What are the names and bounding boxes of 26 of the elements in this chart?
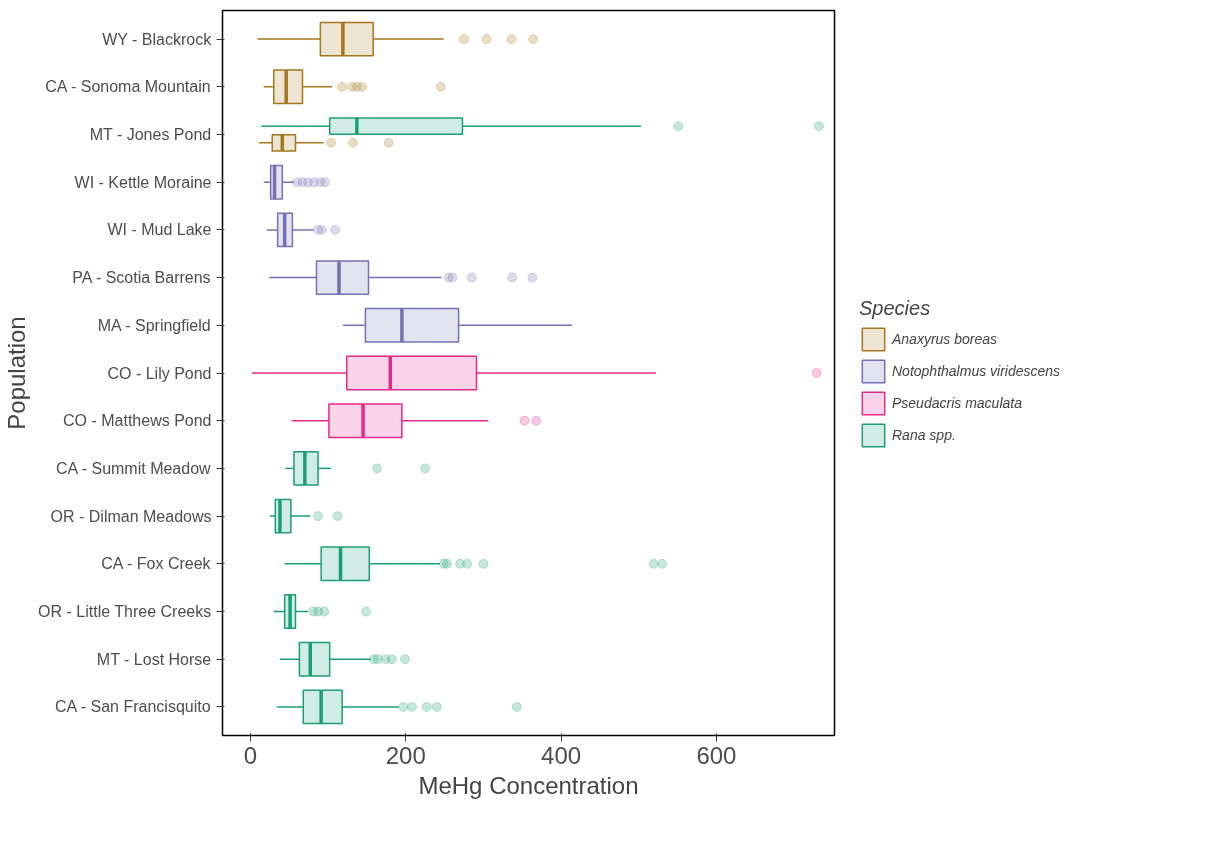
y-tick-label: WI - Kettle Moraine xyxy=(74,173,212,191)
y-axis-title: Population xyxy=(3,316,31,430)
y-tick-label: CA - Sonoma Mountain xyxy=(45,78,211,96)
y-tick-label: WI - Mud Lake xyxy=(107,221,212,239)
y-tick-label: CA - Fox Creek xyxy=(101,555,212,573)
y-tick-label: OR - Dilman Meadows xyxy=(50,507,212,525)
legend-label: Notophthalmus viridescens xyxy=(892,362,1061,379)
x-axis-title: MeHg Concentration xyxy=(418,771,639,799)
y-tick-label: CO - Matthews Pond xyxy=(63,412,212,430)
y-tick-label: WY - Blackrock xyxy=(102,30,213,48)
y-tick-label: CA - San Francisquito xyxy=(54,698,211,716)
x-tick-label: 400 xyxy=(541,741,582,769)
y-tick-label: MT - Lost Horse xyxy=(96,650,212,668)
legend-label: Anaxyrus boreas xyxy=(892,330,998,347)
y-tick-label: CA - Summit Meadow xyxy=(55,459,212,477)
y-tick-label: PA - Scotia Barrens xyxy=(72,269,211,287)
x-tick-label: 0 xyxy=(243,741,258,769)
x-tick-label: 200 xyxy=(385,741,426,769)
legend-label: Pseudacris maculata xyxy=(892,394,1022,411)
y-tick-label: MA - Springfield xyxy=(97,316,211,334)
legend-title: Species xyxy=(859,296,932,320)
y-tick-label: OR - Little Three Creeks xyxy=(38,602,212,620)
legend-label: Rana spp. xyxy=(892,426,956,443)
y-tick-label: CO - Lily Pond xyxy=(107,364,212,382)
y-tick-label: MT - Jones Pond xyxy=(89,126,212,144)
x-tick-label: 600 xyxy=(696,741,737,769)
